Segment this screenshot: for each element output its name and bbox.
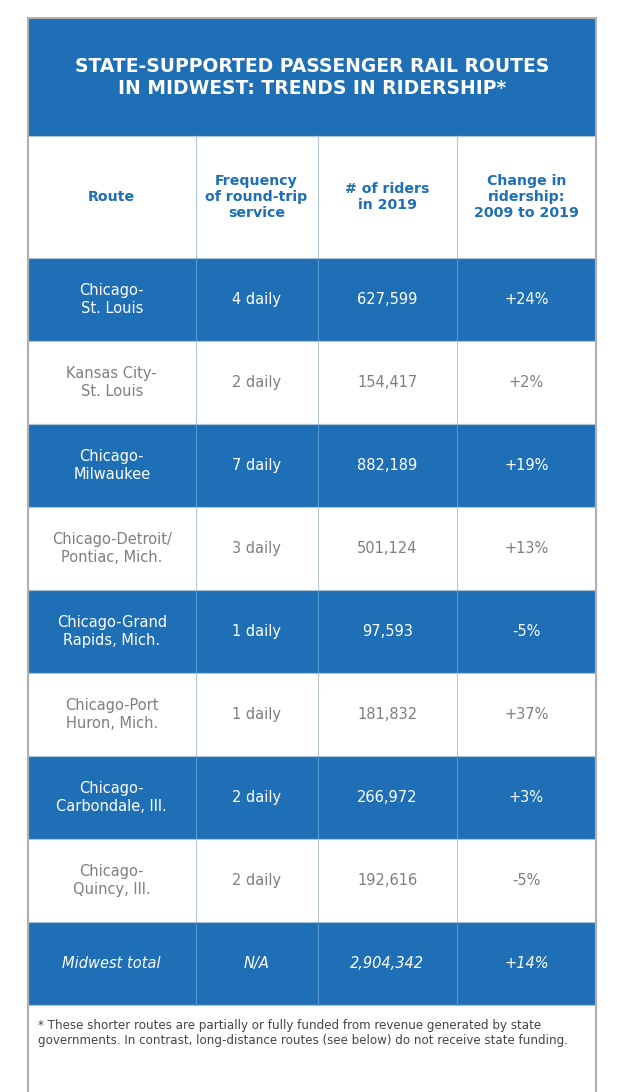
Text: Chicago-Detroit/
Pontiac, Mich.: Chicago-Detroit/ Pontiac, Mich. (52, 532, 172, 565)
Text: 1 daily: 1 daily (232, 707, 281, 722)
Bar (28, 341, 596, 424)
Text: 2 daily: 2 daily (232, 790, 281, 805)
Text: -5%: -5% (512, 873, 540, 888)
Text: 192,616: 192,616 (357, 873, 417, 888)
Text: 266,972: 266,972 (357, 790, 417, 805)
Text: Chicago-
Milwaukee: Chicago- Milwaukee (73, 449, 150, 482)
Text: 3 daily: 3 daily (232, 541, 281, 556)
Text: +37%: +37% (504, 707, 548, 722)
Text: 2 daily: 2 daily (232, 873, 281, 888)
Text: 2,904,342: 2,904,342 (350, 956, 424, 971)
Text: Chicago-
St. Louis: Chicago- St. Louis (79, 283, 144, 316)
Text: 627,599: 627,599 (357, 292, 417, 307)
Text: +13%: +13% (504, 541, 548, 556)
Text: # of riders
in 2019: # of riders in 2019 (345, 182, 429, 212)
Text: +2%: +2% (509, 375, 544, 390)
Text: +14%: +14% (504, 956, 548, 971)
Text: Chicago-
Carbondale, Ill.: Chicago- Carbondale, Ill. (56, 781, 167, 814)
Text: -5%: -5% (512, 624, 540, 639)
Bar (28, 424, 596, 507)
Bar (28, 673, 596, 756)
Text: 4 daily: 4 daily (232, 292, 281, 307)
Text: Frequency
of round-trip
service: Frequency of round-trip service (205, 174, 308, 221)
Text: 154,417: 154,417 (357, 375, 417, 390)
Text: 2 daily: 2 daily (232, 375, 281, 390)
Text: * These shorter routes are partially or fully funded from revenue generated by s: * These shorter routes are partially or … (38, 1019, 568, 1047)
Text: 1 daily: 1 daily (232, 624, 281, 639)
Text: Chicago-
Quincy, Ill.: Chicago- Quincy, Ill. (73, 864, 150, 897)
Bar (28, 839, 596, 922)
Text: Chicago-Grand
Rapids, Mich.: Chicago-Grand Rapids, Mich. (57, 615, 167, 648)
Text: Chicago-Port
Huron, Mich.: Chicago-Port Huron, Mich. (65, 698, 158, 731)
Text: Change in
ridership:
2009 to 2019: Change in ridership: 2009 to 2019 (474, 174, 579, 221)
Bar (28, 258, 596, 341)
Text: STATE-SUPPORTED PASSENGER RAIL ROUTES
IN MIDWEST: TRENDS IN RIDERSHIP*: STATE-SUPPORTED PASSENGER RAIL ROUTES IN… (75, 57, 549, 97)
Text: 7 daily: 7 daily (232, 458, 281, 473)
Text: 501,124: 501,124 (357, 541, 417, 556)
Text: +24%: +24% (504, 292, 548, 307)
Bar (28, 17, 596, 136)
Bar (28, 590, 596, 673)
Text: Route: Route (88, 190, 135, 204)
Text: 181,832: 181,832 (357, 707, 417, 722)
Bar (28, 1005, 596, 1092)
Text: Kansas City-
St. Louis: Kansas City- St. Louis (67, 366, 157, 399)
Bar (28, 756, 596, 839)
Text: 882,189: 882,189 (357, 458, 417, 473)
Text: +3%: +3% (509, 790, 544, 805)
Text: +19%: +19% (504, 458, 548, 473)
Text: 97,593: 97,593 (362, 624, 412, 639)
Bar (28, 507, 596, 590)
Text: Midwest total: Midwest total (62, 956, 161, 971)
Bar (28, 922, 596, 1005)
Bar (28, 136, 596, 258)
Text: N/A: N/A (244, 956, 270, 971)
